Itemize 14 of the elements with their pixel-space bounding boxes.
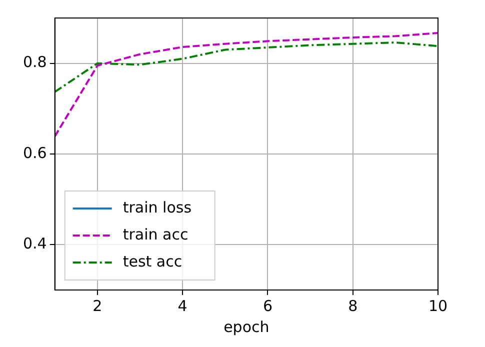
x-tick-label: 8 <box>348 296 358 315</box>
x-tick-label: 2 <box>92 296 102 315</box>
line-series <box>54 41 438 93</box>
x-tick-label: 4 <box>178 296 188 315</box>
x-tick-label: 6 <box>262 296 272 315</box>
y-tick-label: 0.8 <box>22 53 47 72</box>
legend-label: train loss <box>122 198 192 216</box>
legend-label: test acc <box>122 252 182 270</box>
x-tick-label: 10 <box>428 296 448 315</box>
x-axis-title: epoch <box>224 318 270 336</box>
y-tick-label: 0.4 <box>22 234 47 253</box>
y-tick-label: 0.6 <box>22 144 47 162</box>
line-series <box>54 32 438 138</box>
legend-label: train acc <box>122 225 188 244</box>
